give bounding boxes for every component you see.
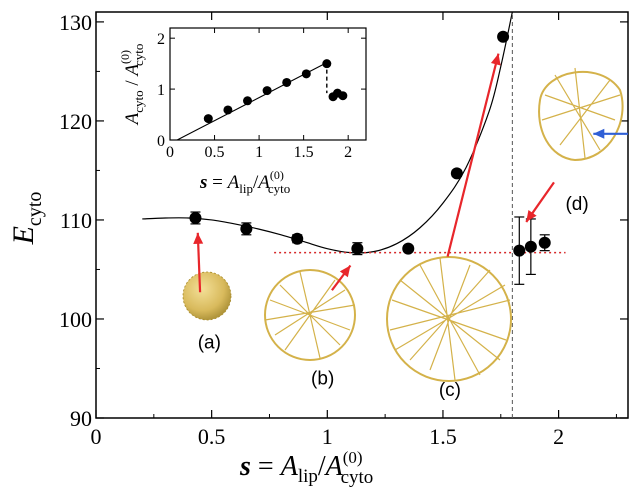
- main-xlabel-den-sup: (0): [343, 448, 363, 467]
- main-data-point: [189, 212, 201, 224]
- inset-ylabel-den-sup: (0): [118, 50, 132, 64]
- inset-data-point: [204, 114, 213, 123]
- main-ytick-label: 100: [59, 307, 92, 332]
- inset-ytick-label: 1: [157, 82, 165, 99]
- arrow-c: [448, 54, 501, 257]
- inset-data-point: [338, 91, 347, 100]
- main-data-point: [513, 217, 525, 284]
- inset-ylabel-den-sub: cyto: [131, 44, 146, 66]
- main-xlabel-num-sub: lip: [298, 466, 318, 487]
- inset-data-point: [282, 78, 291, 87]
- panel-label: (b): [311, 368, 334, 389]
- main-data-point: [402, 243, 414, 255]
- inset-xtick-label: 1: [255, 144, 263, 161]
- inset-xlabel-var: s: [199, 172, 207, 193]
- main-data-point: [291, 233, 303, 245]
- main-xtick-label: 0.5: [198, 424, 226, 449]
- main-xtick-label: 1.5: [429, 424, 457, 449]
- vesicle-c-image: [387, 257, 511, 381]
- inset-xlabel: s = Alip/A(0) cyto: [199, 168, 290, 196]
- inset-xtick-label: 2: [344, 144, 352, 161]
- main-ytick-label: 90: [70, 406, 92, 431]
- inset-xlabel-den-sub: cyto: [268, 181, 290, 196]
- main-xtick-label: 1: [322, 424, 333, 449]
- inset-xtick-label: 0.5: [205, 144, 225, 161]
- inset-data-point: [263, 86, 272, 95]
- arrow-d: [526, 182, 554, 222]
- inset-data-point: [243, 96, 252, 105]
- panel-label: (a): [198, 333, 221, 354]
- main-data-point: [240, 223, 252, 235]
- main-data-point: [497, 31, 509, 43]
- main-xtick-label: 0: [91, 424, 102, 449]
- panel-label: (c): [439, 380, 461, 401]
- inset-xlabel-num-sub: lip: [239, 181, 253, 196]
- arrow-blue: [593, 129, 628, 139]
- inset-data-point: [302, 69, 311, 78]
- inset-xlabel-eq: =: [207, 172, 227, 193]
- main-ytick-label: 120: [59, 109, 92, 134]
- inset-xtick-label: 1.5: [294, 144, 314, 161]
- inset-xtick-label: 0: [166, 144, 174, 161]
- inset-ylabel-num-sub: cyto: [131, 90, 146, 112]
- main-ylabel: Ecyto: [7, 192, 46, 246]
- main-data-point: [451, 167, 463, 179]
- main-xlabel: s = Alip/A(0) cyto: [239, 448, 373, 488]
- main-data-point: [351, 243, 363, 255]
- inset-ylabel-num: A: [122, 112, 143, 126]
- inset-ytick-label: 0: [157, 133, 165, 150]
- main-data-point: [525, 219, 537, 274]
- main-xtick-label: 2: [553, 424, 564, 449]
- inset-data-point: [223, 105, 232, 114]
- vesicle-b-image: [265, 270, 355, 360]
- main-xlabel-den-sub: cyto: [341, 467, 374, 488]
- panel-labels: (a) (b) (c) (d): [198, 194, 589, 401]
- vesicle-d-image: [539, 68, 623, 160]
- inset-ytick-label: 2: [157, 31, 165, 48]
- inset-ylabel-slash: /: [122, 76, 143, 91]
- vesicle-a-image: [183, 272, 231, 320]
- main-ylabel-sub: cyto: [24, 192, 46, 226]
- main-xlabel-var: s: [239, 451, 251, 482]
- panel-label: (d): [565, 194, 588, 215]
- main-ytick-label: 130: [59, 10, 92, 35]
- main-data-point: [539, 235, 551, 251]
- inset-xlabel-num: A: [226, 172, 240, 193]
- inset-xlabel-den-sup: (0): [270, 168, 284, 182]
- main-xlabel-eq: =: [251, 451, 281, 482]
- main-ylabel-var: E: [7, 226, 40, 245]
- inset-ylabel: Acyto / A(0)cyto: [118, 44, 146, 127]
- main-xlabel-num: A: [279, 451, 299, 482]
- inset-data-point: [322, 59, 331, 68]
- inset-frame: [170, 28, 366, 140]
- main-ytick-label: 110: [60, 208, 92, 233]
